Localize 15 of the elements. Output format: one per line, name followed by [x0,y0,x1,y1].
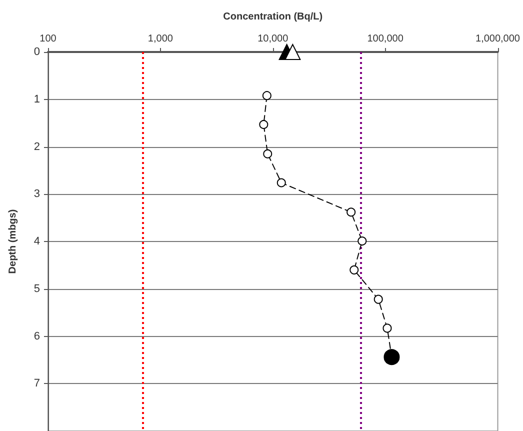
y-tick-label: 1 [34,93,40,106]
x-tick-label: 100,000 [367,34,404,44]
y-tick-label: 5 [34,282,40,295]
y-tick-label: 7 [34,378,40,390]
y-tick-label: 2 [34,140,40,153]
x-tick-label: 1,000,000 [476,34,520,44]
x-axis-title: Concentration (Bq/L) [223,12,323,22]
x-tick-label: 10,000 [258,34,289,44]
y-tick-label: 6 [34,330,40,342]
y-tick-label: 4 [34,236,40,248]
y-tick-label: 0 [34,46,40,58]
y-tick-label: 3 [34,188,40,200]
x-tick-label: 100 [40,34,57,44]
y-axis-title: Depth (mbgs) [8,209,18,274]
x-tick-label: 1,000 [148,34,174,44]
